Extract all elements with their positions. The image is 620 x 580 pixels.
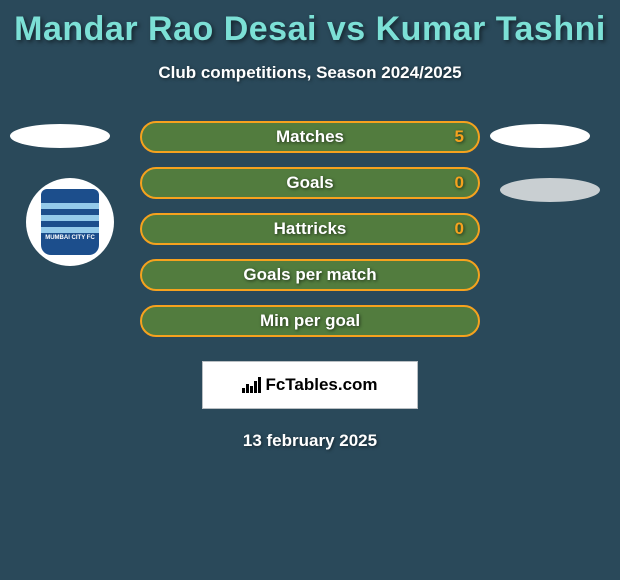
fctables-logo: FcTables.com	[242, 375, 377, 395]
stat-value: 0	[455, 173, 464, 193]
team-badge-left: MUMBAI CITY FC	[26, 178, 114, 266]
player-right-oval-bottom	[500, 178, 600, 202]
crest-stripes	[41, 203, 99, 233]
subtitle: Club competitions, Season 2024/2025	[0, 63, 620, 83]
crest-top	[41, 189, 99, 203]
stat-row: Goals per match	[140, 259, 480, 291]
stat-row: Matches 5	[140, 121, 480, 153]
date-label: 13 february 2025	[0, 431, 620, 451]
stat-row: Goals 0	[140, 167, 480, 199]
stat-row: Hattricks 0	[140, 213, 480, 245]
stat-label: Hattricks	[274, 219, 347, 239]
bars-icon	[242, 377, 261, 393]
fctables-logo-box[interactable]: FcTables.com	[202, 361, 418, 409]
logo-text: FcTables.com	[265, 375, 377, 395]
team-crest: MUMBAI CITY FC	[41, 189, 99, 255]
stat-label: Matches	[276, 127, 344, 147]
stat-value: 0	[455, 219, 464, 239]
comparison-infographic: Mandar Rao Desai vs Kumar Tashni Club co…	[0, 0, 620, 580]
stat-value: 5	[455, 127, 464, 147]
player-left-oval	[10, 124, 110, 148]
stat-row: Min per goal	[140, 305, 480, 337]
stat-label: Goals	[286, 173, 333, 193]
player-right-oval-top	[490, 124, 590, 148]
stat-label: Goals per match	[243, 265, 376, 285]
crest-label: MUMBAI CITY FC	[41, 233, 99, 255]
page-title: Mandar Rao Desai vs Kumar Tashni	[0, 0, 620, 49]
stat-label: Min per goal	[260, 311, 360, 331]
